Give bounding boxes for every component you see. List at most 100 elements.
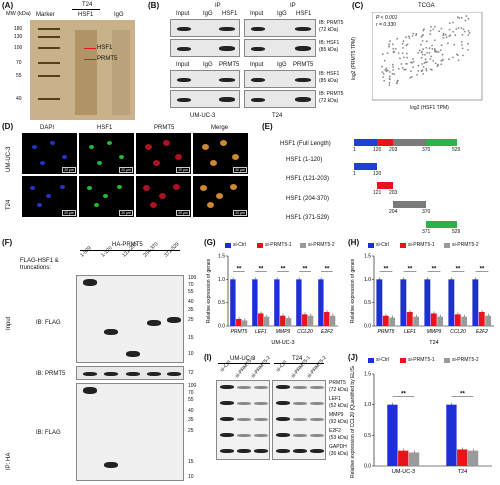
scatter-point	[425, 69, 428, 72]
scatter-point	[411, 35, 414, 37]
e-domain-204-370	[393, 139, 426, 146]
scatter-point	[448, 28, 451, 31]
f-ib-flag-2: IB: FLAG	[36, 430, 61, 436]
scatter-point	[405, 44, 408, 47]
i-kda-1: (72 kDa)	[329, 387, 349, 393]
scatter-point	[402, 56, 405, 59]
e-r2-tick-120: 120	[373, 171, 382, 177]
e-r4-tick-370: 370	[422, 209, 431, 215]
scatter-point	[403, 68, 406, 71]
scatter-point	[382, 76, 385, 78]
scatter-point	[434, 48, 436, 50]
scatter-point	[424, 58, 427, 61]
b-kda-prmt5-1: (72 kDa)	[319, 27, 339, 33]
j-legend-p2: si-PRMT5-2	[452, 357, 479, 363]
bar-chart-g: 0.0 0.5 1.0 1.5 Relative expression of genes…	[206, 254, 338, 346]
blot-b-6	[244, 70, 316, 88]
scale-bar-5: 20 μm	[62, 209, 76, 216]
mic-umuc3-dapi: 20 μm	[22, 133, 77, 174]
scatter-point	[422, 73, 425, 75]
i-cell-umuc3: UM-UC-3	[230, 356, 256, 362]
scatter-point	[381, 71, 384, 73]
scatter-point	[389, 71, 391, 73]
sig-label: **	[480, 266, 485, 272]
h-legend-swatch-p2	[444, 243, 450, 248]
bar	[478, 312, 485, 326]
scatter-point	[438, 30, 441, 33]
scatter-point	[431, 44, 433, 47]
scatter-point	[424, 53, 426, 56]
scatter-point	[467, 34, 470, 36]
x-tick-label: MMP9	[276, 329, 291, 335]
marker-label: Marker	[36, 12, 55, 18]
i-kda-3: (92 kDa)	[329, 419, 349, 425]
bar	[467, 450, 479, 466]
i-prot-1: PRMT5	[329, 380, 346, 386]
sig-label: **	[325, 266, 330, 272]
f-lane-2: 1-120	[100, 245, 114, 259]
bar	[457, 449, 468, 466]
scatter-point	[401, 67, 404, 69]
i-prot-3: MMP9	[329, 412, 344, 418]
x-tick-label: E2F2	[476, 329, 488, 335]
scatter-point	[463, 30, 466, 33]
scatter-point	[421, 34, 424, 37]
blot-b-1	[170, 19, 240, 37]
bar	[408, 452, 420, 466]
scatter-point	[436, 51, 438, 53]
bar	[280, 315, 286, 326]
blot-b-3	[170, 39, 240, 57]
f-mw-top-40: 40	[188, 299, 194, 305]
blot-f-ip	[76, 383, 184, 481]
f-mw-bot-35: 35	[188, 417, 194, 423]
scatter-point	[440, 44, 443, 47]
x-tick-label: LEF1	[255, 329, 267, 335]
f-mw-bot-100: 100	[188, 383, 197, 389]
i-underline-1	[218, 363, 270, 364]
sig-label: **	[281, 266, 286, 272]
scale-bar-7: 20 μm	[176, 209, 190, 216]
bar	[406, 312, 413, 326]
x-axis-label: T24	[429, 340, 438, 346]
mic-t24-prmt5: 20 μm	[136, 176, 191, 217]
d-col-prmt5: PRMT5	[154, 125, 175, 131]
g-legend-ctrl: si-Ctrl	[233, 242, 247, 248]
y-tick-label: 0.5	[364, 433, 371, 439]
bar	[387, 404, 398, 466]
sig-label: **	[408, 266, 413, 272]
bar	[258, 313, 264, 326]
e-r4-tick-204: 204	[389, 209, 398, 215]
f-mw-top-100: 100	[188, 275, 197, 281]
y-tick-label: 1.0	[218, 277, 225, 283]
scatter-point	[389, 40, 391, 42]
scatter-point	[429, 33, 432, 36]
scatter-point	[421, 63, 423, 65]
scatter-point	[408, 35, 410, 38]
scatter-point	[421, 40, 424, 42]
scatter-point	[431, 69, 433, 71]
scatter-point	[402, 47, 404, 49]
mw-header: MW (kDa)	[6, 11, 31, 17]
scatter-point	[429, 29, 432, 32]
ladder-55: 55	[16, 73, 22, 79]
f-mw-bot-55: 55	[188, 397, 194, 403]
i-lane-4: si-Ctrl	[275, 359, 289, 374]
scale-bar-4: 20 μm	[233, 166, 247, 173]
y-tick-label: 0.5	[364, 300, 371, 306]
scatter-point	[448, 58, 450, 61]
h-legend-p1: si-PRMT5-1	[408, 242, 435, 248]
scatter-point	[412, 60, 415, 63]
y-tick-label: 0.0	[218, 324, 225, 330]
scatter-point	[394, 48, 397, 50]
y-tick-label: 1.0	[364, 402, 371, 408]
b-input-3: Input	[176, 62, 190, 68]
scatter-point	[402, 40, 405, 43]
e-r5-tick-371: 371	[422, 229, 431, 235]
scatter-point	[439, 49, 442, 52]
scatter-point	[460, 41, 463, 43]
scatter-point	[447, 42, 449, 45]
b-ib-hsf1-2: IB: HSF1	[319, 71, 340, 77]
scatter-point	[457, 54, 459, 57]
f-mw-top-15: 15	[188, 335, 194, 341]
arrow-prmt5-label: PRMT5	[97, 56, 118, 62]
